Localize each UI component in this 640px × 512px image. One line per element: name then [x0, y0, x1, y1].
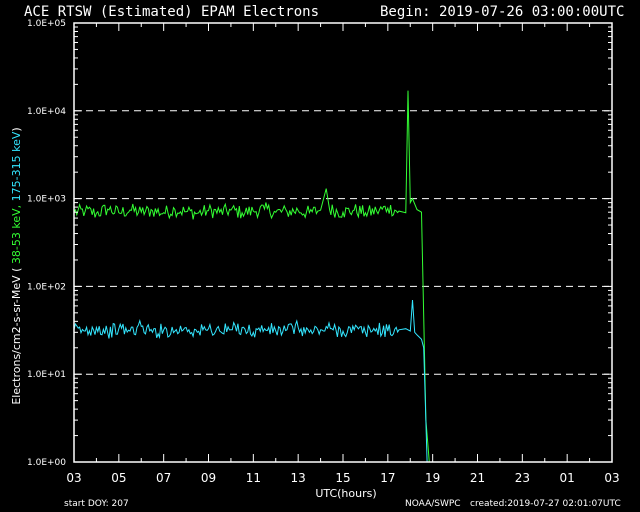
y-tick-label: 1.0E+02 [27, 282, 66, 292]
y-axis-label-low-energy: 38-53 keV, [10, 205, 23, 264]
created-time: created:2019-07-27 02:01:07UTC [470, 499, 621, 509]
y-tick-label: 1.0E+05 [27, 19, 66, 29]
x-tick-label: 07 [156, 471, 171, 485]
x-tick-label: 19 [425, 471, 440, 485]
x-axis-label: UTC(hours) [315, 487, 376, 500]
grid-lines [74, 110, 612, 375]
chart-title: ACE RTSW (Estimated) EPAM Electrons [24, 4, 319, 20]
data-series [73, 90, 430, 463]
agency-label: NOAA/SWPC [405, 499, 461, 509]
x-tick-label: 05 [111, 471, 126, 485]
y-tick-label: 1.0E+03 [27, 195, 66, 205]
x-axis-ticks: 03 05 07 09 11 13 15 17 19 21 23 01 03 [66, 23, 620, 485]
y-axis-ticks: 1.0E+00 1.0E+01 1.0E+02 1.0E+03 1.0E+04 1.0E+… [27, 19, 612, 468]
series-line-high-energy [73, 299, 428, 463]
x-tick-label: 11 [246, 471, 261, 485]
x-tick-label: 17 [380, 471, 395, 485]
y-tick-label: 1.0E+00 [27, 458, 66, 468]
x-tick-label: 03 [66, 471, 81, 485]
x-tick-label: 03 [604, 471, 619, 485]
series-line-low-energy [73, 90, 430, 463]
begin-time: Begin: 2019-07-26 03:00:00UTC [380, 4, 624, 20]
x-tick-label: 15 [335, 471, 350, 485]
x-tick-label: 09 [201, 471, 216, 485]
x-tick-label: 23 [515, 471, 530, 485]
x-tick-label: 01 [560, 471, 575, 485]
y-tick-label: 1.0E+01 [27, 370, 66, 380]
y-tick-label: 1.0E+04 [27, 107, 66, 117]
start-doy: start DOY: 207 [64, 499, 129, 509]
x-tick-label: 13 [291, 471, 306, 485]
plot-frame [73, 22, 613, 463]
y-axis-label-prefix: Electrons/cm2-s-sr-MeV ( [10, 264, 23, 405]
x-tick-label: 21 [470, 471, 485, 485]
y-axis-label-suffix: ) [10, 127, 23, 131]
y-axis-label: Electrons/cm2-s-sr-MeV ( 38-53 keV, 175-… [10, 127, 23, 404]
y-axis-label-high-energy: 175-315 keV [10, 131, 23, 205]
